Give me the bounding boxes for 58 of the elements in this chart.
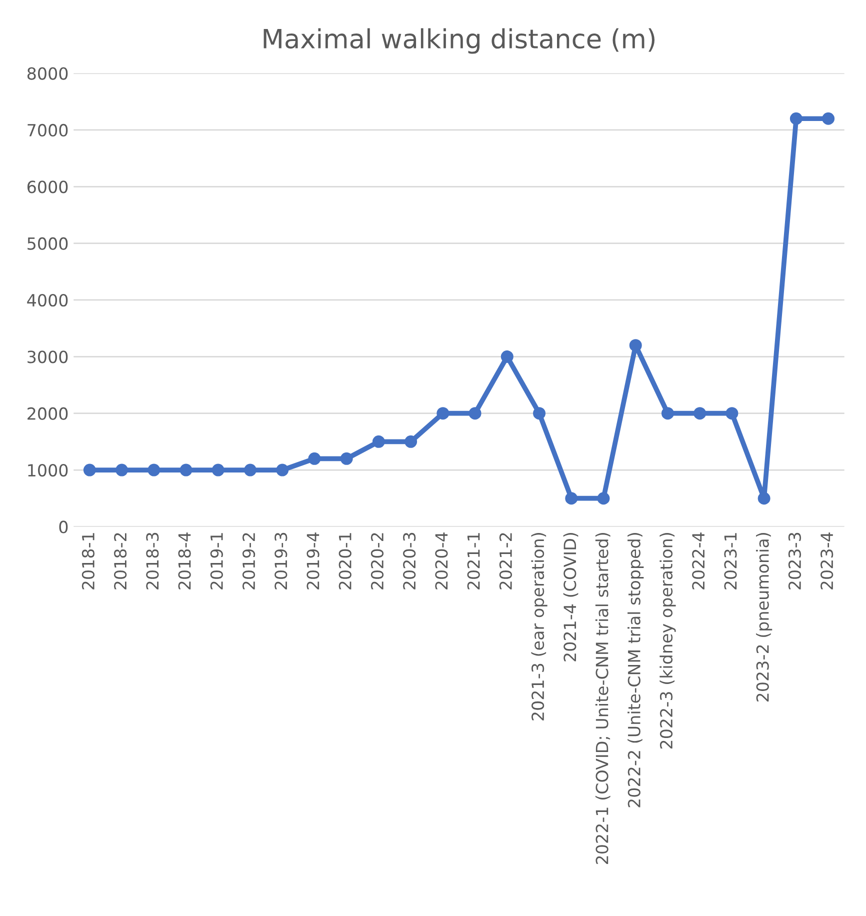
- point: [436, 407, 450, 420]
- point: [404, 435, 418, 448]
- x-tick-label: 2022-2 (Unite-CNM trial stopped): [628, 532, 644, 808]
- x-tick-label: 2020-3: [403, 532, 416, 590]
- x-tick-label: 2018-4: [178, 532, 191, 590]
- chart-title: Maximal walking distance (m): [264, 28, 654, 54]
- point: [726, 407, 738, 420]
- x-tick-label: 2021-2: [499, 533, 512, 590]
- point: [694, 407, 706, 420]
- x-tick-label: 2018-3: [146, 532, 159, 590]
- point: [148, 464, 160, 476]
- x-tick-label: 2019-3: [274, 532, 288, 590]
- x-tick-label: 2022-4: [692, 532, 705, 590]
- x-tick-label: 2019-2: [242, 533, 256, 590]
- x-tick-label: 2018-2: [114, 533, 127, 590]
- point: [116, 464, 128, 476]
- x-tick-label: 2018-1: [82, 533, 95, 590]
- point: [822, 112, 835, 125]
- y-tick-label: 1000: [28, 464, 68, 477]
- point: [308, 452, 321, 465]
- point: [500, 350, 514, 363]
- point: [597, 492, 610, 505]
- y-tick-label: 4000: [27, 294, 68, 307]
- y-tick-label: 2000: [28, 407, 68, 420]
- point: [83, 464, 96, 476]
- x-tick-label: 2023-2 (pneumonia): [756, 532, 772, 702]
- x-tick-label: 2021-1: [467, 533, 480, 590]
- y-tick-label: 6000: [27, 180, 68, 194]
- point: [790, 112, 802, 125]
- point: [276, 464, 289, 476]
- point: [661, 407, 674, 420]
- point: [565, 492, 578, 505]
- point: [244, 464, 256, 476]
- x-tick-label: 2021-3 (ear operation): [531, 532, 548, 720]
- y-tick-label: 8000: [27, 67, 68, 80]
- point: [372, 435, 385, 448]
- x-tick-label: 2023-3: [788, 532, 802, 590]
- y-tick-label: 5000: [28, 237, 68, 250]
- x-tick-label: 2019-1: [210, 533, 223, 590]
- point: [629, 339, 642, 352]
- x-tick-label: 2020-1: [338, 533, 352, 590]
- x-tick-label: 2020-2: [370, 533, 384, 590]
- point: [340, 452, 353, 465]
- x-tick-label: 2021-4 (COVID): [563, 532, 578, 662]
- y-tick-label: 0: [59, 520, 68, 534]
- point: [468, 407, 482, 420]
- x-tick-label: 2022-3 (kidney operation): [660, 532, 676, 749]
- point: [758, 492, 770, 505]
- y-tick-label: 7000: [28, 124, 68, 137]
- x-tick-label: 2020-4: [435, 532, 448, 590]
- point: [212, 464, 224, 476]
- y-tick-label: 3000: [28, 350, 68, 364]
- x-tick-label: 2022-1 (COVID; Unite-CNM trial started): [595, 532, 610, 864]
- x-tick-label: 2019-4: [306, 532, 320, 590]
- x-tick-label: 2023-4: [820, 532, 834, 590]
- point: [533, 407, 546, 420]
- x-tick-label: 2023-1: [724, 533, 737, 590]
- point: [180, 464, 192, 476]
